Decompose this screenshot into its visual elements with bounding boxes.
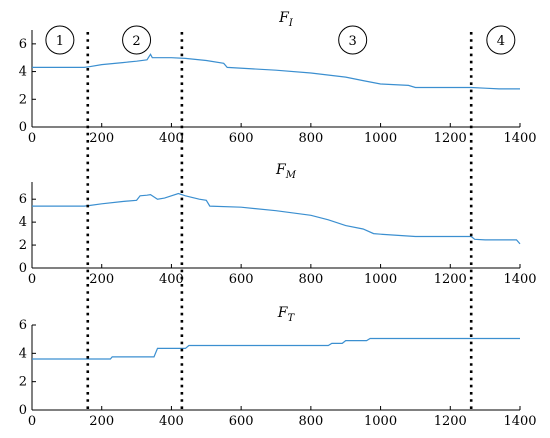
x-tick-label: 800 <box>298 131 323 146</box>
subplot-title-main: F <box>278 10 290 26</box>
y-tick-label: 2 <box>19 92 27 107</box>
x-tick-label: 600 <box>229 131 254 146</box>
x-tick-label: 0 <box>28 414 36 429</box>
region-label: 4 <box>497 34 505 49</box>
subplot-2: FM 0 200 400 600 800 1000 1200 1400 0 2 4 6 <box>19 162 537 287</box>
series-line <box>32 53 520 90</box>
x-tick-label: 400 <box>159 131 184 146</box>
subplot-1: FI 0 200 400 600 800 1000 1200 1400 0 2 4 6 <box>19 10 537 146</box>
x-tick-label: 800 <box>298 272 323 287</box>
region-label: 1 <box>56 34 64 49</box>
subplot-title: FM <box>275 162 297 181</box>
subplot-title-subscript: I <box>288 18 294 29</box>
y-tick-label: 4 <box>19 65 27 80</box>
y-tick-label: 6 <box>19 318 27 333</box>
region-label: 3 <box>349 34 357 49</box>
x-tick-label: 400 <box>159 414 184 429</box>
x-tick-label: 0 <box>28 131 36 146</box>
x-tick-label: 800 <box>298 414 323 429</box>
x-tick-label: 1400 <box>503 272 536 287</box>
subplot-title: FT <box>277 305 296 324</box>
y-tick-label: 0 <box>19 120 27 135</box>
region-marker-2: 2 <box>122 25 152 55</box>
x-tick-label: 1400 <box>503 414 536 429</box>
region-circle <box>486 25 516 55</box>
x-tick-label: 1000 <box>364 131 397 146</box>
y-tick-label: 2 <box>19 238 27 253</box>
x-tick-label: 1200 <box>434 414 467 429</box>
x-tick-label: 200 <box>89 414 114 429</box>
y-tick-label: 4 <box>19 215 27 230</box>
y-tick-label: 6 <box>19 192 27 207</box>
x-tick-label: 0 <box>28 272 36 287</box>
y-tick-label: 2 <box>19 375 27 390</box>
region-label: 2 <box>132 34 140 49</box>
y-tick-label: 4 <box>19 346 27 361</box>
region-marker-4: 4 <box>486 25 516 55</box>
y-tick-label: 6 <box>19 37 27 52</box>
series-line <box>32 337 520 360</box>
region-marker-1: 1 <box>45 25 75 55</box>
x-tick-label: 1000 <box>364 414 397 429</box>
x-tick-label: 200 <box>89 272 114 287</box>
x-tick-label: 1000 <box>364 272 397 287</box>
region-marker-3: 3 <box>338 25 368 55</box>
subplot-title-subscript: M <box>285 170 297 181</box>
region-circle <box>338 25 368 55</box>
x-tick-label: 1400 <box>503 131 536 146</box>
x-tick-label: 200 <box>89 131 114 146</box>
region-circle <box>122 25 152 55</box>
subplot-title: FI <box>278 10 294 29</box>
series-line <box>32 192 521 245</box>
region-circle <box>45 25 75 55</box>
region-dividers <box>86 32 473 410</box>
x-tick-label: 600 <box>229 414 254 429</box>
y-tick-label: 0 <box>19 403 27 418</box>
x-tick-label: 1200 <box>434 131 467 146</box>
subplot-title-subscript: T <box>288 313 296 324</box>
y-tick-label: 0 <box>19 261 27 276</box>
subplot-title-main: F <box>275 162 287 178</box>
subplot-title-main: F <box>277 305 289 321</box>
x-tick-label: 400 <box>159 272 184 287</box>
region-markers: 1 2 3 4 <box>45 25 516 55</box>
x-tick-label: 1200 <box>434 272 467 287</box>
x-tick-label: 600 <box>229 272 254 287</box>
subplot-3: FT 0 200 400 600 800 1000 1200 1400 0 2 4 6 <box>19 305 537 429</box>
